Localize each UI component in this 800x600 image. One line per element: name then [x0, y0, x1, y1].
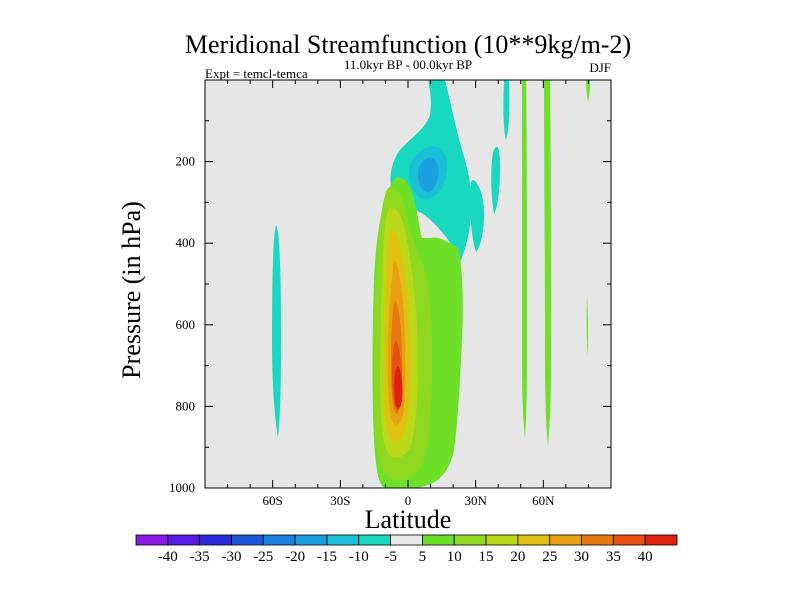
y-axis: 200 400 600 800 1000: [169, 120, 611, 495]
colorbar: -40 -35 -30 -25 -20 -15 -10 -5 5 10 15 20 25 30 35 40: [135, 534, 678, 565]
contour-pos-streak-50n: [522, 80, 527, 438]
x-tick-label: 0: [405, 493, 412, 508]
colorbar-swatch: [294, 534, 328, 546]
chart-title: Meridional Streamfunction (10**9kg/m-2): [185, 30, 631, 59]
colorbar-label: 40: [638, 549, 653, 565]
y-tick-label: 1000: [169, 480, 195, 495]
period-label: 11.0kyr BP - 00.0kyr BP: [344, 57, 472, 72]
contour-field: [272, 80, 590, 488]
contour-pos-40: [394, 366, 403, 408]
colorbar-label: -25: [253, 549, 273, 565]
colorbar-label: -20: [285, 549, 305, 565]
colorbar-label: -5: [384, 549, 397, 565]
x-axis-label: Latitude: [365, 505, 452, 534]
colorbar-swatch: [231, 534, 264, 546]
contour-pos-streak-80n: [586, 296, 588, 356]
colorbar-swatch: [517, 534, 551, 546]
x-tick-label: 60S: [263, 493, 283, 508]
colorbar-label: -10: [349, 549, 369, 565]
contour-neg-streak-30n: [470, 180, 484, 252]
x-axis: 60S 30S 0 30N 60N: [227, 80, 589, 508]
colorbar-swatch: [422, 534, 455, 546]
colorbar-swatch: [612, 534, 646, 546]
y-tick-label: 200: [176, 154, 196, 169]
colorbar-swatch: [581, 534, 614, 546]
colorbar-swatch: [199, 534, 232, 546]
colorbar-swatch: [358, 534, 391, 546]
x-tick-label: 60N: [532, 493, 555, 508]
colorbar-label: 10: [447, 549, 462, 565]
colorbar-swatch: [262, 534, 296, 546]
colorbar-label: 5: [419, 549, 427, 565]
x-tick-label: 30N: [464, 493, 487, 508]
y-tick-label: 800: [176, 398, 196, 413]
experiment-label: Expt = temcl-temca: [205, 66, 308, 81]
colorbar-swatch: [390, 534, 423, 546]
colorbar-label: 25: [542, 549, 557, 565]
contour-neg-streak-40n: [491, 146, 500, 214]
contour-neg-15-upper: [418, 157, 439, 193]
y-tick-label: 400: [176, 235, 196, 250]
contour-neg-southern-cell: [272, 225, 281, 438]
colorbar-swatch: [644, 534, 678, 546]
colorbar-label: 35: [606, 549, 621, 565]
y-axis-label: Pressure (in hPa): [117, 201, 146, 379]
colorbar-label: -35: [190, 549, 210, 565]
x-tick-label: 30S: [330, 493, 350, 508]
contour-neg-streak-50n: [503, 80, 510, 140]
contour-pos-streak-60n: [544, 80, 551, 446]
colorbar-label: -15: [317, 549, 337, 565]
colorbar-label: 30: [574, 549, 589, 565]
colorbar-label: 15: [479, 549, 494, 565]
colorbar-swatch: [167, 534, 201, 546]
colorbar-swatch: [135, 534, 169, 546]
colorbar-label: -40: [158, 549, 178, 565]
colorbar-label: -30: [221, 549, 241, 565]
colorbar-swatch: [326, 534, 360, 546]
season-label: DJF: [589, 60, 611, 75]
colorbar-swatch: [485, 534, 519, 546]
colorbar-swatch: [453, 534, 487, 546]
y-tick-label: 600: [176, 317, 196, 332]
colorbar-label: 20: [510, 549, 525, 565]
colorbar-swatch: [549, 534, 582, 546]
contour-pos-streak-80n-top: [586, 80, 590, 102]
